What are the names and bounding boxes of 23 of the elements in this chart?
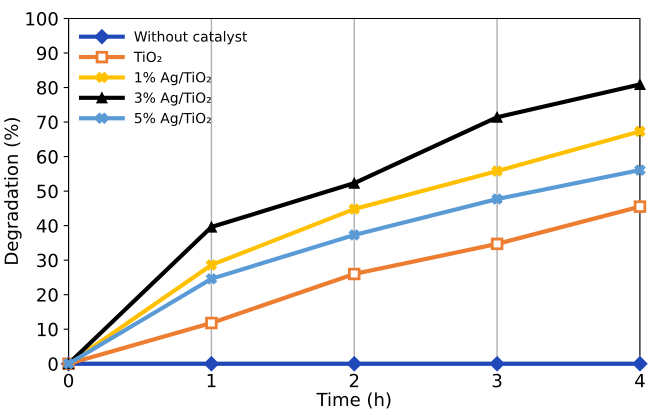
y-tick-label: 0 [48,357,58,371]
y-tick-label: 70 [37,116,58,130]
x-tick-label: 0 [64,374,74,388]
y-tick-label: 10 [38,322,58,336]
y-tick-label: 30 [37,254,58,268]
legend-label: 5% Ag/TiO₂ [134,112,211,126]
legend-label: Without catalyst [134,30,248,44]
x-tick-label: 4 [635,374,645,388]
y-tick-label: 40 [36,219,58,233]
x-tick-label: 2 [350,374,358,388]
y-tick-label: 90 [37,46,58,60]
y-axis-title: Degradation (%) [4,118,22,264]
legend-label: TiO₂ [134,51,162,62]
y-tick-label: 50 [37,184,58,198]
y-tick-label: 20 [37,288,58,302]
y-tick-label: 80 [37,81,58,95]
x-tick-label: 3 [492,374,502,388]
legend-label: 3% Ag/TiO₂ [134,92,211,106]
legend-label: 1% Ag/TiO₂ [135,72,211,86]
x-axis-title: Time (h) [316,392,390,408]
x-tick-label: 1 [208,374,216,388]
y-tick-label: 60 [37,150,58,164]
y-tick-label: 100 [26,12,58,26]
